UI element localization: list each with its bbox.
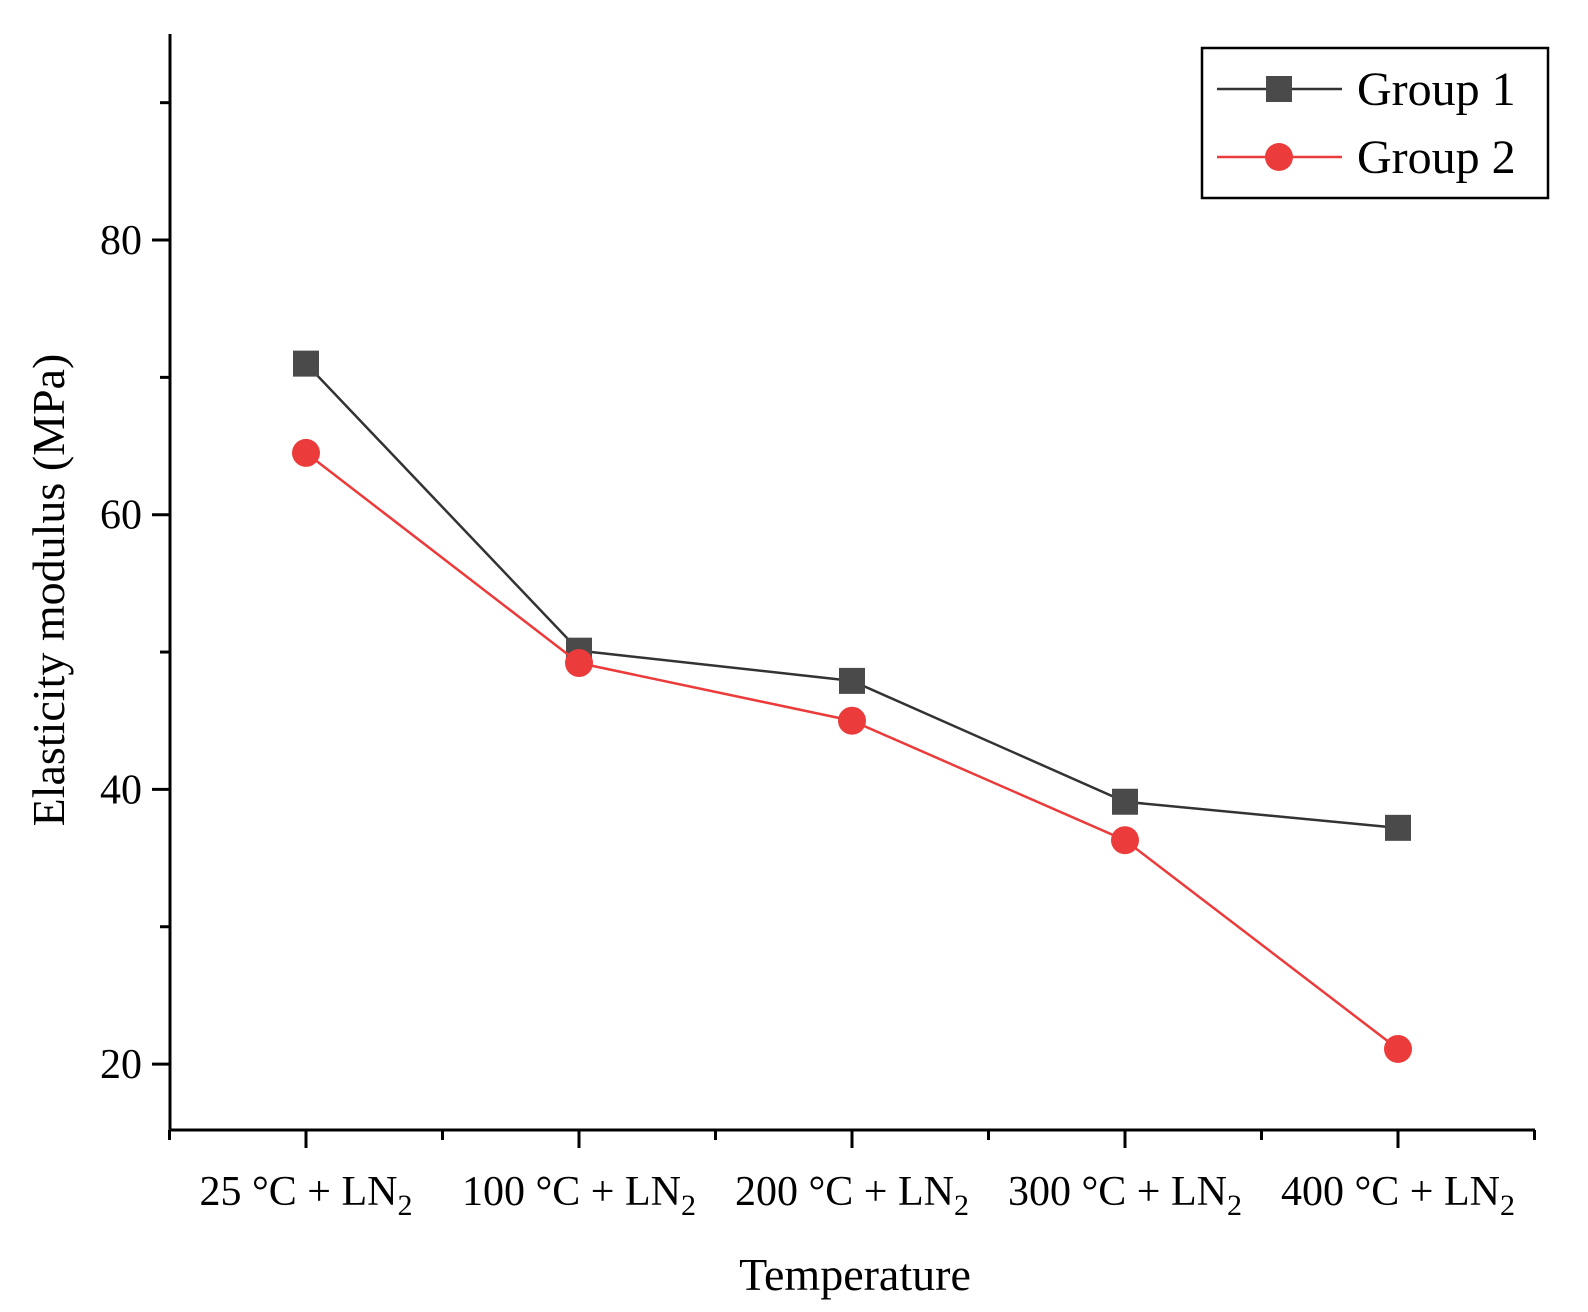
y-tick-label: 40 <box>100 767 142 813</box>
legend: Group 1 Group 2 <box>1200 46 1550 200</box>
x-tick-label: 400 °C + LN2 <box>1281 1169 1515 1222</box>
axes: 20 40 60 80 25 °C + LN2 100 °C + LN2 200 °C + … <box>100 34 1536 1222</box>
data-point <box>1385 814 1411 841</box>
x-tick-label: 200 °C + LN2 <box>735 1169 969 1222</box>
data-point <box>838 706 866 735</box>
series-layer <box>292 350 1412 1063</box>
legend-marker <box>1266 76 1292 102</box>
data-point <box>293 350 319 377</box>
x-tick-label: 25 °C + LN2 <box>200 1169 413 1222</box>
y-tick-label: 60 <box>100 493 142 539</box>
y-tick-label: 20 <box>100 1042 142 1088</box>
x-axis-title: Temperature <box>739 1249 971 1300</box>
legend-label: Group 2 <box>1357 131 1516 184</box>
data-point <box>292 438 320 467</box>
data-point <box>1384 1034 1412 1063</box>
legend-label: Group 1 <box>1357 63 1516 116</box>
y-tick-label: 80 <box>100 218 142 264</box>
series-line <box>305 362 1399 830</box>
legend-marker <box>1265 143 1293 171</box>
x-tick-label: 300 °C + LN2 <box>1008 1169 1242 1222</box>
data-point <box>1112 788 1138 815</box>
legend-box <box>1200 46 1550 200</box>
data-point <box>839 667 865 694</box>
data-point <box>565 649 593 678</box>
x-tick-label: 100 °C + LN2 <box>462 1169 696 1222</box>
series-line <box>305 451 1399 1050</box>
data-point <box>1111 826 1139 855</box>
y-axis-title: Elasticity modulus (MPa) <box>23 354 74 827</box>
